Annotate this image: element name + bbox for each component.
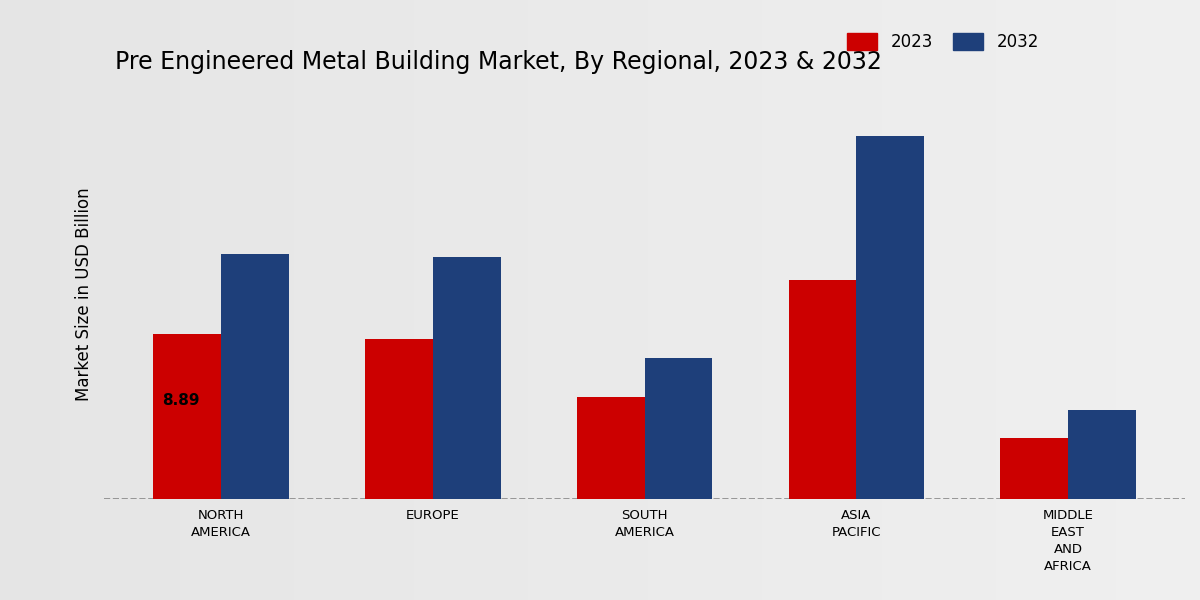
Bar bbox=[433, 257, 500, 499]
Text: 8.89: 8.89 bbox=[162, 393, 199, 408]
Bar bbox=[1001, 438, 1068, 499]
Bar bbox=[221, 254, 289, 499]
Bar bbox=[857, 136, 924, 499]
Bar bbox=[644, 358, 713, 499]
Y-axis label: Market Size in USD Billion: Market Size in USD Billion bbox=[74, 188, 94, 401]
Bar bbox=[577, 397, 644, 499]
Text: Pre Engineered Metal Building Market, By Regional, 2023 & 2032: Pre Engineered Metal Building Market, By… bbox=[115, 50, 882, 74]
Bar bbox=[788, 280, 857, 499]
Legend: 2023, 2032: 2023, 2032 bbox=[839, 25, 1046, 59]
Bar bbox=[1068, 410, 1136, 499]
Bar bbox=[154, 334, 221, 499]
Bar bbox=[365, 339, 433, 499]
